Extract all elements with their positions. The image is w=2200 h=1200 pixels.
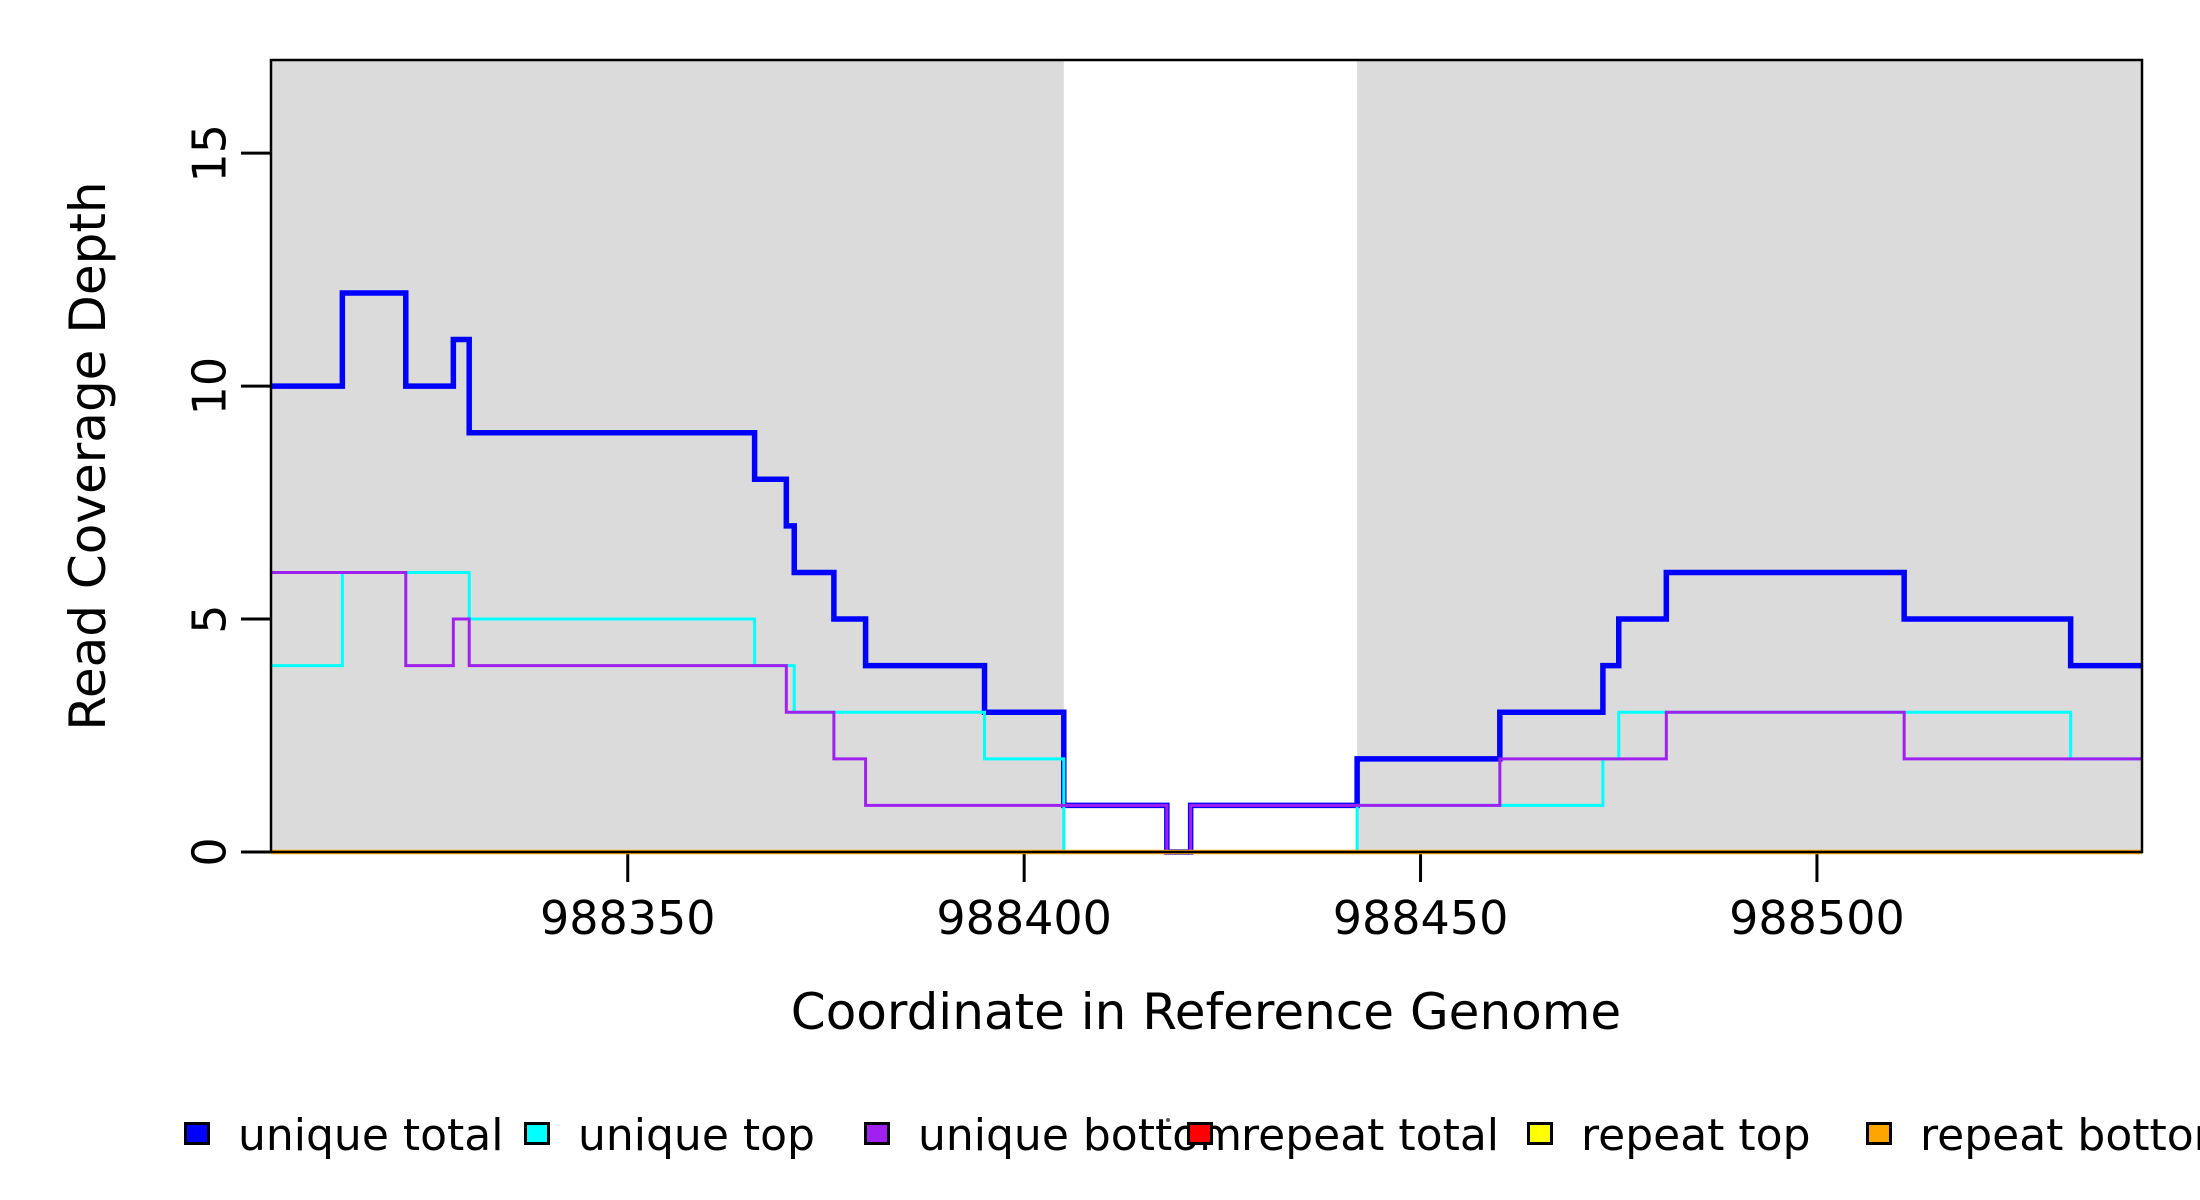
x-tick-label-988350: 988350 [540,891,716,945]
x-axis-title: Coordinate in Reference Genome [790,983,1622,1041]
series-unique-bottom [271,570,2142,854]
right-gray-region [1357,60,2142,852]
y-axis-title: Read Coverage Depth [59,181,117,731]
left-gray-region [271,60,1064,852]
series-unique-total [271,290,2142,855]
plot-border [269,58,2144,854]
series-unique-top [271,570,2142,854]
x-tick-label-988450: 988450 [1333,891,1509,945]
y-tick-label-10: 10 [183,357,237,416]
x-tick-label-988500: 988500 [1729,891,1905,945]
y-tick-label-0: 0 [183,837,237,866]
y-tick-label-15: 15 [183,124,237,183]
x-tick-label-988400: 988400 [936,891,1112,945]
y-tick-label-5: 5 [183,604,237,633]
stray-dot-artifact [1166,1118,1170,1122]
